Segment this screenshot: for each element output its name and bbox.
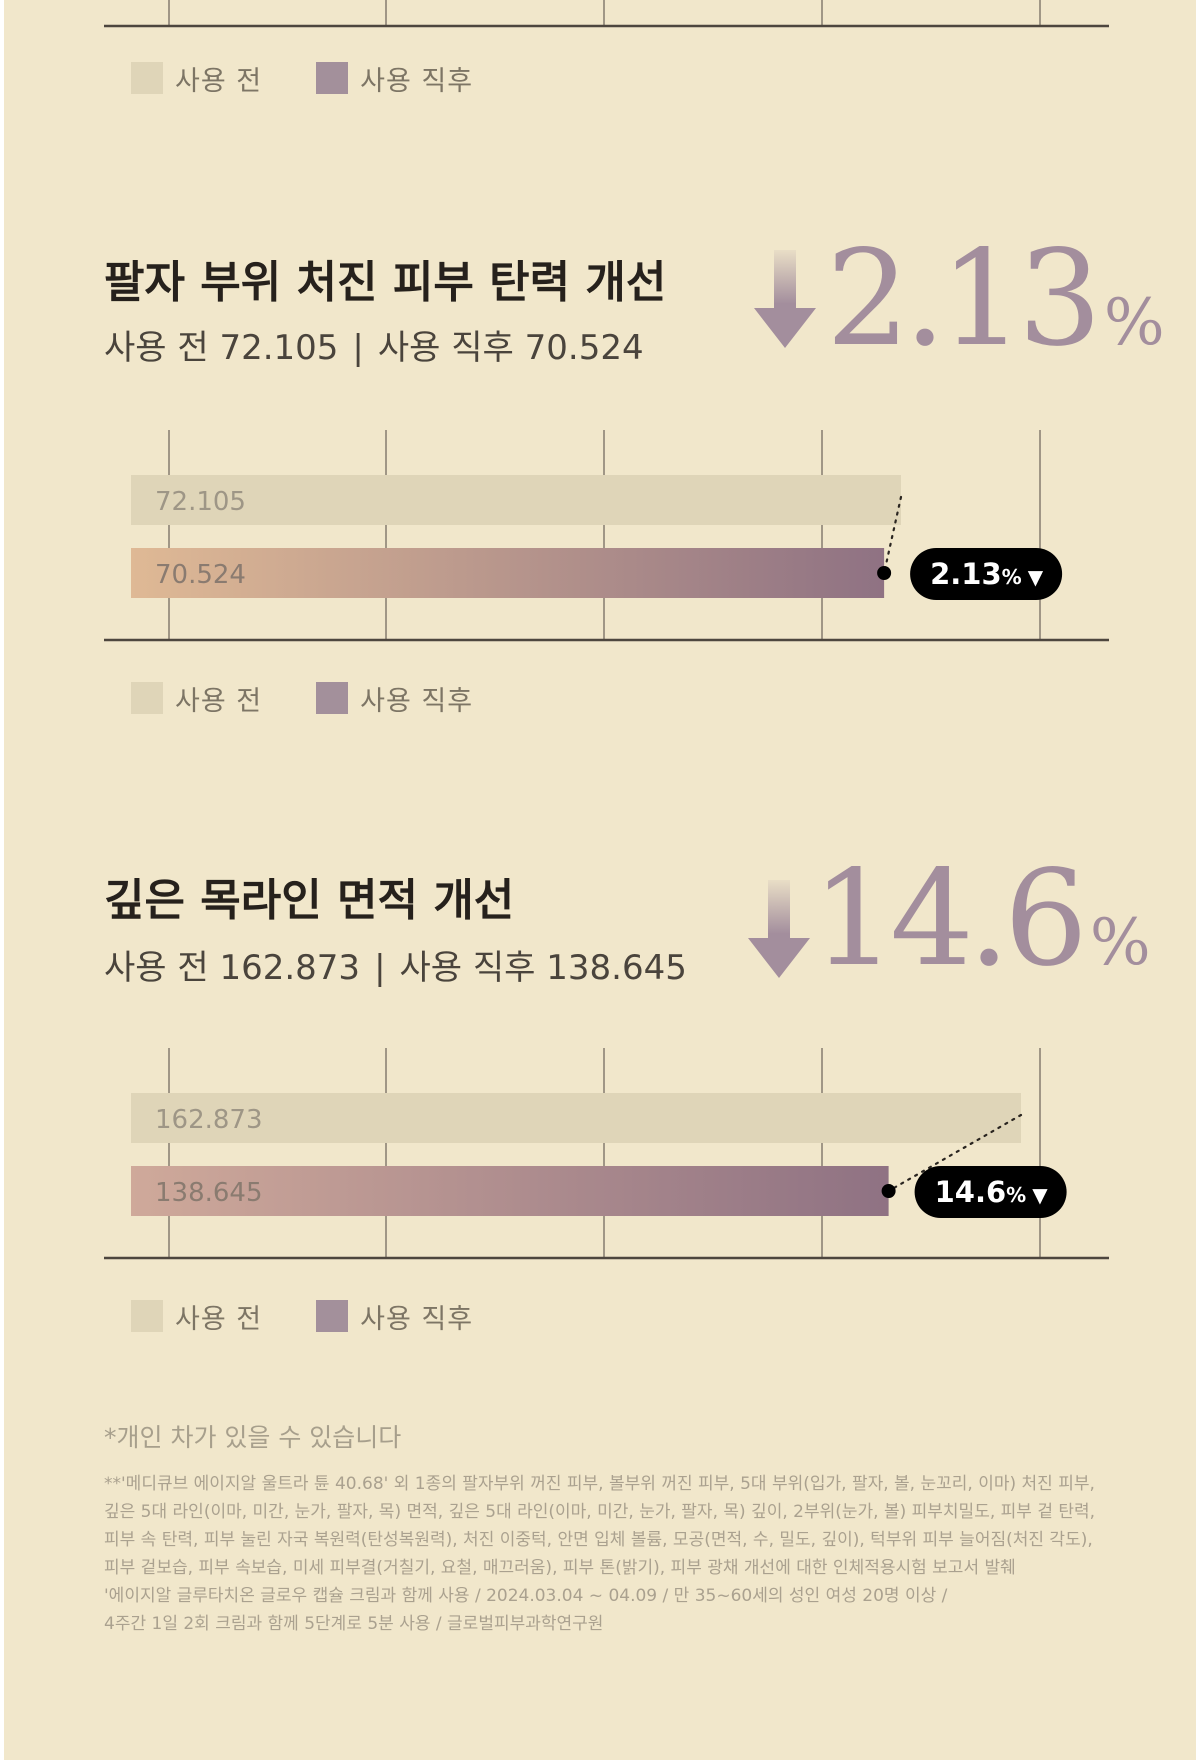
section-subline: 사용 전 72.105 | 사용 직후 70.524 [104, 320, 644, 369]
top-chart-remnant [104, 0, 1109, 28]
before-value-text: 사용 전 162.873 [104, 948, 361, 988]
fine-print-line: 피부 속 탄력, 피부 눌린 자국 복원력(탄성복원력), 처진 이중턱, 안면… [104, 1530, 1093, 1550]
legend-after-label: 사용 직후 [360, 65, 474, 97]
section-subline: 사용 전 162.873 | 사용 직후 138.645 [104, 940, 687, 989]
legend-before-swatch [131, 62, 163, 94]
bar-after-label: 138.645 [155, 1178, 263, 1208]
connector-dot [881, 1184, 896, 1198]
legend-2: 사용 전 사용 직후 [131, 1296, 527, 1336]
bar-after [131, 1166, 889, 1216]
connector-dotted-line [887, 1113, 1023, 1193]
legend-after-label: 사용 직후 [360, 1303, 474, 1335]
change-badge [910, 548, 1063, 600]
change-percent-display: 2.13% [826, 222, 1165, 376]
legend-before-label: 사용 전 [175, 65, 263, 97]
change-percent-display: 14.6% [812, 842, 1151, 996]
fine-print: **'메디큐브 에이지알 울트라 튠 40.68' 외 1종의 팔자부위 꺼진 … [104, 1470, 1104, 1638]
bar-before-label: 72.105 [155, 487, 246, 517]
change-percent-value: 14.6 [812, 842, 1088, 996]
fine-print-line: '에이지알 글루타치온 글로우 캡슐 크림과 함께 사용 / 2024.03.0… [104, 1586, 948, 1606]
bar-before [131, 475, 901, 525]
legend-top: 사용 전 사용 직후 [131, 58, 527, 98]
legend-before-label: 사용 전 [175, 1303, 263, 1335]
legend-after-swatch [316, 682, 349, 714]
fine-print-line: 4주간 1일 2회 크림과 함께 5단계로 5분 사용 / 글로벌피부과학연구원 [104, 1614, 604, 1634]
page: 사용 전 사용 직후 팔자 부위 처진 피부 탄력 개선 사용 전 72.105… [4, 0, 1196, 1760]
bar-before-label: 162.873 [155, 1105, 263, 1135]
section-title: 깊은 목라인 면적 개선 [104, 875, 515, 926]
legend-1: 사용 전 사용 직후 [131, 678, 527, 718]
separator: | [352, 328, 364, 368]
legend-before-swatch [131, 682, 163, 714]
bar-chart-2: 162.873 138.645 14.6% ▼ [104, 1048, 1109, 1260]
connector-dotted-line [883, 495, 903, 575]
bar-before [131, 1093, 1021, 1143]
legend-before-swatch [131, 1300, 163, 1332]
legend-after-swatch [316, 62, 349, 94]
fine-print-line: 피부 겉보습, 피부 속보습, 미세 피부결(거칠기, 요철, 매끄러움), 피… [104, 1558, 1016, 1578]
footnote: *개인 차가 있을 수 있습니다 [104, 1423, 402, 1452]
bar-after-label: 70.524 [155, 560, 246, 590]
change-percent-unit: % [1089, 906, 1151, 980]
before-value-text: 사용 전 72.105 [104, 328, 339, 368]
separator: | [374, 948, 386, 988]
change-percent-unit: % [1103, 286, 1165, 360]
change-badge-text: 2.13% ▼ [930, 557, 1044, 591]
legend-after-swatch [316, 1300, 349, 1332]
connector-dot [877, 566, 892, 580]
fine-print-line: 깊은 5대 라인(이마, 미간, 눈가, 팔자, 목) 면적, 깊은 5대 라인… [104, 1502, 1096, 1522]
legend-before-label: 사용 전 [175, 685, 263, 717]
after-value-text: 사용 직후 70.524 [377, 328, 644, 368]
fine-print-line: **'메디큐브 에이지알 울트라 튠 40.68' 외 1종의 팔자부위 꺼진 … [104, 1474, 1095, 1494]
down-arrow-icon [754, 250, 816, 348]
bar-after [131, 548, 885, 598]
change-badge [914, 1166, 1067, 1218]
change-percent-value: 2.13 [826, 222, 1102, 376]
after-value-text: 사용 직후 138.645 [399, 948, 687, 988]
down-arrow-icon [748, 880, 810, 978]
bar-chart-1: 72.105 70.524 2.13% ▼ [104, 430, 1109, 642]
legend-after-label: 사용 직후 [360, 685, 474, 717]
change-badge-text: 14.6% ▼ [935, 1175, 1049, 1209]
section-title: 팔자 부위 처진 피부 탄력 개선 [104, 257, 667, 308]
